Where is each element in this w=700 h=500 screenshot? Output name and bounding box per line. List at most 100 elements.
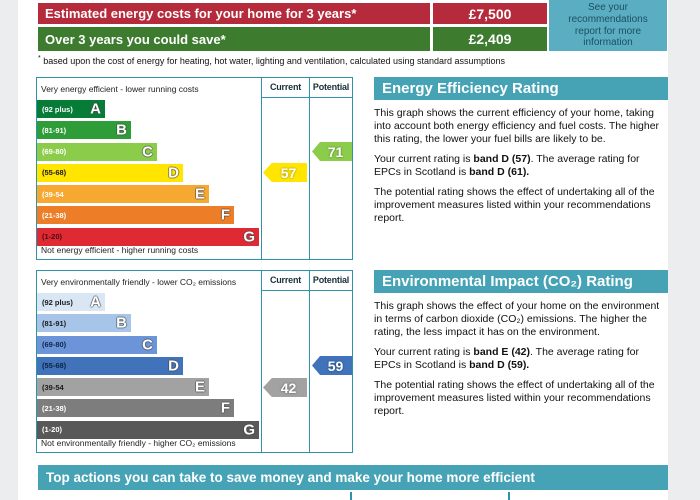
savings-value: £2,409 xyxy=(433,27,547,51)
panel-paragraph: The potential rating shows the effect of… xyxy=(374,379,655,417)
band-row-a: (92 plus) A xyxy=(37,100,259,118)
current-rating-arrow: 42 xyxy=(263,378,307,397)
band-letter: A xyxy=(90,100,101,118)
band-range-label: (81-91) xyxy=(42,125,67,135)
band-row-g: (1-20) G xyxy=(37,420,259,439)
column-divider xyxy=(261,271,262,452)
band-row-c: (69-80) C xyxy=(37,335,259,354)
band-letter: C xyxy=(142,336,153,354)
band-row-e: (39-54 E xyxy=(37,378,259,397)
top-actions-header: Top actions you can take to save money a… xyxy=(38,465,668,490)
current-column-header: Current xyxy=(269,82,302,92)
header-underline xyxy=(261,97,352,98)
panel-paragraph: Your current rating is band D (57). The … xyxy=(374,153,640,178)
band-letter: G xyxy=(243,421,255,439)
band-row-d: (55-68) D xyxy=(37,356,259,375)
band-range-label: (81-91) xyxy=(42,318,67,328)
panel-title: Environmental Impact (CO₂) Rating xyxy=(374,270,668,293)
band-bar-a: (92 plus) A xyxy=(37,293,105,311)
band-range-label: (69-80) xyxy=(42,340,67,350)
band-bar-e: (39-54 E xyxy=(37,185,209,204)
band-letter: F xyxy=(220,206,230,224)
band-bar-a: (92 plus) A xyxy=(37,100,105,118)
header-underline xyxy=(261,290,352,291)
environmental-impact-chart: Very environmentally friendly - lower CO… xyxy=(36,270,353,453)
band-letter: G xyxy=(243,228,255,246)
band-range-label: (39-54 xyxy=(42,189,64,199)
band-bar-c: (69-80) C xyxy=(37,335,157,354)
chart-caption-top: Very environmentally friendly - lower CO… xyxy=(41,277,237,287)
chart-caption-top: Very energy efficient - lower running co… xyxy=(41,84,199,94)
band-row-g: (1-20) G xyxy=(37,227,259,246)
band-bar-b: (81-91) B xyxy=(37,121,131,140)
band-row-d: (55-68) D xyxy=(37,163,259,182)
band-row-f: (21-38) F xyxy=(37,206,259,225)
band-row-f: (21-38) F xyxy=(37,399,259,418)
column-divider xyxy=(309,271,310,452)
band-bar-f: (21-38) F xyxy=(37,399,234,418)
estimated-costs-row: Estimated energy costs for your home for… xyxy=(38,3,547,24)
band-range-label: (55-68) xyxy=(42,361,67,371)
estimated-costs-label: Estimated energy costs for your home for… xyxy=(38,3,430,24)
panel-title: Energy Efficiency Rating xyxy=(374,77,668,100)
rating-bands: (92 plus) A (81-91) B (69-80) C (55-68) D (39-54… xyxy=(37,100,259,249)
band-range-label: (39-54 xyxy=(42,382,64,392)
current-column-header: Current xyxy=(269,275,302,285)
column-divider xyxy=(309,78,310,259)
band-bar-b: (81-91) B xyxy=(37,314,131,333)
band-letter: C xyxy=(142,143,153,161)
environmental-impact-panel: Environmental Impact (CO₂) Rating This g… xyxy=(374,270,668,418)
potential-column-header: Potential xyxy=(312,82,350,92)
band-range-label: (69-80) xyxy=(42,147,67,157)
band-letter: A xyxy=(90,293,101,311)
band-bar-e: (39-54 E xyxy=(37,378,209,397)
potential-column-header: Potential xyxy=(312,275,350,285)
band-range-label: (21-38) xyxy=(42,403,67,413)
band-letter: D xyxy=(168,357,179,375)
band-row-e: (39-54 E xyxy=(37,185,259,204)
band-letter: D xyxy=(168,164,179,182)
table-divider-tick xyxy=(350,492,352,500)
band-bar-d: (55-68) D xyxy=(37,356,183,375)
table-divider-tick xyxy=(508,492,510,500)
panel-paragraph: The potential rating shows the effect of… xyxy=(374,186,655,224)
band-bar-g: (1-20) G xyxy=(37,420,259,439)
assumptions-footnote: * based upon the cost of energy for heat… xyxy=(38,55,506,66)
band-row-a: (92 plus) A xyxy=(37,293,259,311)
band-range-label: (55-68) xyxy=(42,168,67,178)
band-letter: E xyxy=(194,378,205,396)
band-range-label: (21-38) xyxy=(42,210,67,220)
certificate-sheet: Estimated energy costs for your home for… xyxy=(18,0,668,500)
potential-rating-arrow: 59 xyxy=(312,356,352,375)
band-bar-f: (21-38) F xyxy=(37,206,234,225)
band-range-label: (1-20) xyxy=(42,232,63,242)
panel-paragraph: This graph shows the effect of your home… xyxy=(374,300,660,338)
panel-paragraph: This graph shows the current efficiency … xyxy=(374,107,660,145)
chart-caption-bottom: Not environmentally friendly - higher CO… xyxy=(41,438,236,448)
band-range-label: (92 plus) xyxy=(42,297,73,307)
chart-caption-bottom: Not energy efficient - higher running co… xyxy=(41,245,199,255)
energy-efficiency-chart: Very energy efficient - lower running co… xyxy=(36,77,353,260)
energy-efficiency-panel: Energy Efficiency Rating This graph show… xyxy=(374,77,668,225)
band-bar-g: (1-20) G xyxy=(37,227,259,246)
band-letter: F xyxy=(220,399,230,417)
band-range-label: (92 plus) xyxy=(42,104,73,114)
band-letter: B xyxy=(116,314,127,332)
recommendations-info-link[interactable]: See your recommendations report for more… xyxy=(549,0,667,51)
band-bar-d: (55-68) D xyxy=(37,163,183,182)
band-row-c: (69-80) C xyxy=(37,142,259,161)
savings-row: Over 3 years you could save* £2,409 xyxy=(38,27,547,51)
potential-rating-arrow: 71 xyxy=(312,142,352,161)
current-rating-arrow: 57 xyxy=(263,163,307,182)
band-letter: E xyxy=(194,185,205,203)
panel-paragraph: Your current rating is band E (42). The … xyxy=(374,346,639,371)
band-letter: B xyxy=(116,121,127,139)
rating-bands: (92 plus) A (81-91) B (69-80) C (55-68) D (39-54… xyxy=(37,293,259,442)
band-row-b: (81-91) B xyxy=(37,314,259,333)
savings-label: Over 3 years you could save* xyxy=(38,27,430,51)
band-range-label: (1-20) xyxy=(42,425,63,435)
column-divider xyxy=(261,78,262,259)
estimated-costs-value: £7,500 xyxy=(433,3,547,24)
band-row-b: (81-91) B xyxy=(37,121,259,140)
band-bar-c: (69-80) C xyxy=(37,142,157,161)
